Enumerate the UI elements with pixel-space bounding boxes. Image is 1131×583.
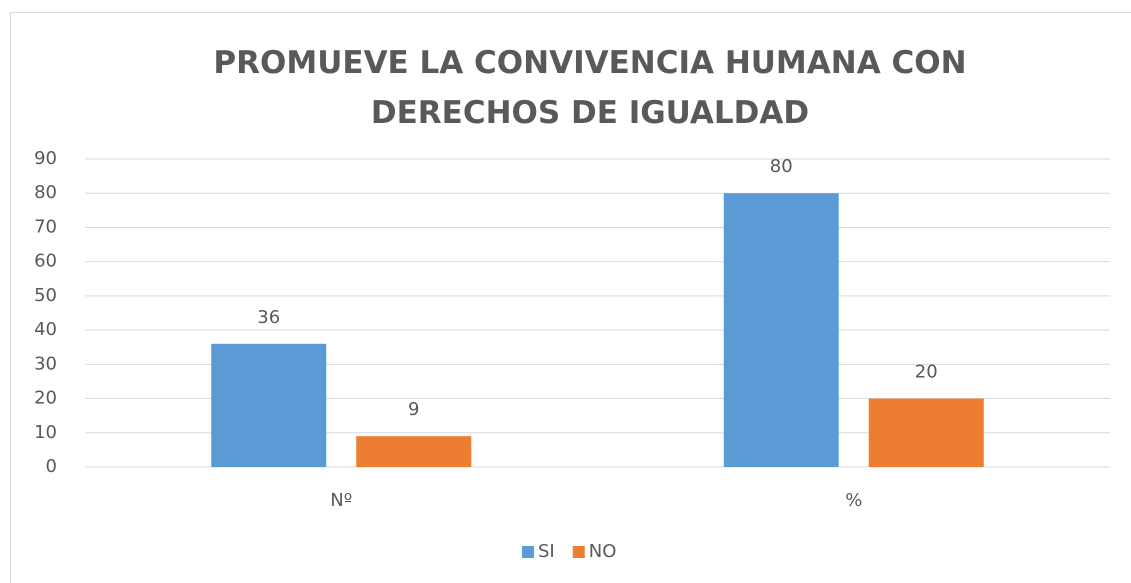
chart-border <box>10 12 1131 583</box>
y-tick-label: 50 <box>34 285 57 306</box>
data-label: 9 <box>408 399 419 420</box>
y-tick-label: 70 <box>34 216 57 237</box>
bar <box>356 436 472 467</box>
y-tick-label: 30 <box>34 353 57 374</box>
y-tick-label: 0 <box>46 456 57 477</box>
y-tick-label: 20 <box>34 388 57 409</box>
bar <box>868 398 984 467</box>
legend-swatch <box>572 546 585 558</box>
data-label: 20 <box>915 362 938 383</box>
x-tick-label: % <box>845 490 862 511</box>
y-tick-label: 60 <box>34 251 57 272</box>
legend-swatch <box>522 546 534 558</box>
y-tick-label: 80 <box>34 182 57 203</box>
data-label: 80 <box>770 156 793 177</box>
y-tick-label: 10 <box>34 422 57 443</box>
legend-label: NO <box>589 541 617 562</box>
legend-label: SI <box>538 541 555 562</box>
data-label: 36 <box>257 307 280 328</box>
bar <box>211 343 327 467</box>
y-tick-label: 90 <box>34 148 57 169</box>
y-tick-label: 40 <box>34 319 57 340</box>
bar <box>723 193 839 467</box>
x-tick-label: Nº <box>330 490 352 511</box>
chart-title: PROMUEVE LA CONVIVENCIA HUMANA CON DEREC… <box>213 45 967 131</box>
